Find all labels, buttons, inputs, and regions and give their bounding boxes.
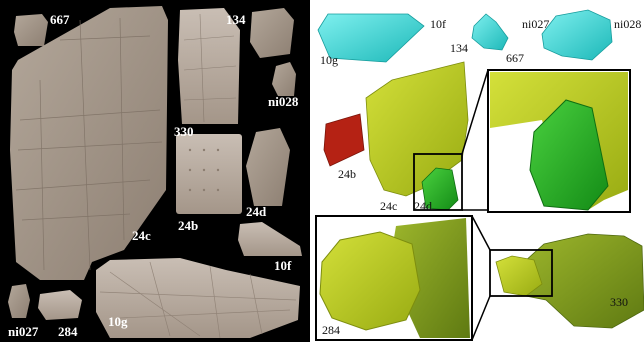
label-24b: 24b (178, 218, 198, 233)
label-3d-330: 330 (610, 295, 628, 309)
fragment-24d-3d (421, 167, 459, 211)
label-ni027: ni027 (8, 324, 39, 339)
zoom-box-284 (489, 249, 553, 297)
fragment-330-incisions (183, 13, 237, 123)
label-24d: 24d (246, 204, 267, 219)
zoom-connector-284-bottom (471, 295, 491, 341)
label-3d-24c: 24c (380, 199, 397, 213)
fragment-3d-canvas: 10g 10f 134 667 ni027 ni028 24b 24c 24d … (315, 9, 644, 341)
label-3d-667: 667 (506, 51, 524, 65)
fragment-ni027-ni028-3d (541, 9, 613, 61)
fragment-10g-photo (96, 258, 300, 338)
fragment-24b-dots (188, 148, 220, 192)
fragment-10g-incisions (99, 261, 297, 339)
fragment-284-photo (38, 290, 82, 320)
label-3d-284: 284 (322, 323, 340, 337)
fragment-24c-photo (10, 6, 168, 280)
fragment-photo-panel: 667 134 ni028 330 24c 24b 24d 10f ni027 … (0, 0, 310, 342)
fragment-24b-3d (323, 113, 365, 167)
label-284: 284 (58, 324, 78, 339)
fragment-134-667-3d (471, 13, 509, 51)
label-3d-ni028: ni028 (614, 17, 641, 31)
fragment-10g-10f-3d (317, 13, 425, 63)
fragment-134-photo (250, 8, 294, 58)
label-330: 330 (174, 124, 194, 139)
label-667: 667 (50, 12, 70, 27)
fragment-667-photo (14, 14, 48, 46)
fragment-ni027-photo (8, 284, 30, 318)
label-3d-24d: 24d (414, 199, 432, 213)
label-3d-10f: 10f (430, 17, 446, 31)
label-3d-10g: 10g (320, 53, 338, 67)
fragment-284-3d (495, 255, 543, 297)
fragment-3d-panel: 10g 10f 134 667 ni027 ni028 24b 24c 24d … (312, 0, 644, 342)
zoom-connector-top (461, 69, 489, 155)
zoom-box-24d (413, 153, 463, 211)
label-24c: 24c (132, 228, 151, 243)
label-10f: 10f (274, 258, 292, 273)
fragment-24d-photo (246, 128, 290, 206)
fragment-24b-photo (176, 134, 242, 214)
fragment-24c-incisions (15, 17, 163, 271)
fragment-photo-canvas: 667 134 ni028 330 24c 24b 24d 10f ni027 … (8, 6, 302, 339)
label-3d-ni027: ni027 (522, 17, 549, 31)
zoom-inset-24d (529, 99, 609, 211)
label-ni028: ni028 (268, 94, 299, 109)
label-3d-134: 134 (450, 41, 468, 55)
fragment-330-3d (523, 233, 644, 329)
label-134: 134 (226, 12, 246, 27)
zoom-inset-284 (319, 231, 421, 331)
fragment-10f-photo (238, 222, 302, 256)
label-10g: 10g (108, 314, 128, 329)
label-3d-24b: 24b (338, 167, 356, 181)
fragment-ni028-photo (272, 62, 296, 96)
zoom-connector-284-top (471, 215, 491, 251)
